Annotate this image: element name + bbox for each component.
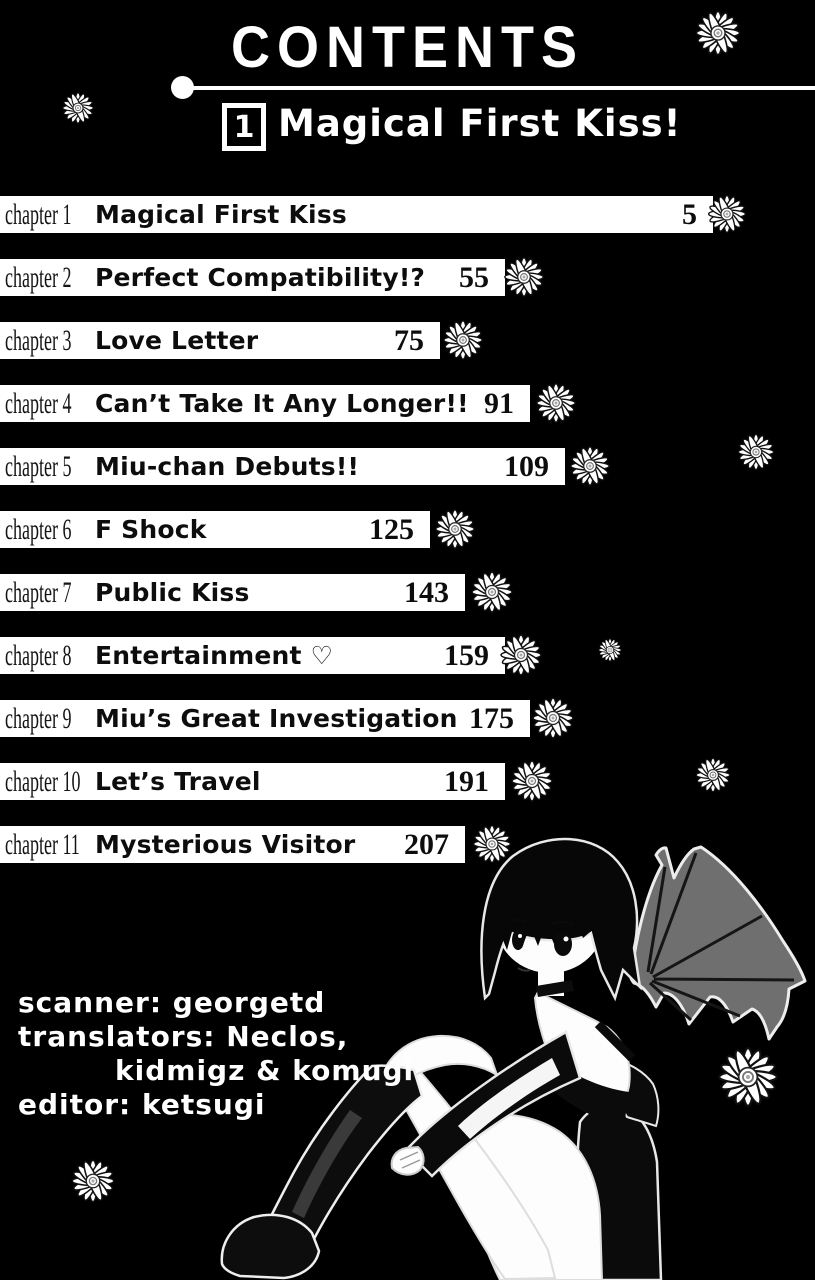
- table-row: chapter 1 Magical First Kiss 5: [0, 196, 713, 233]
- foot-shoe: [220, 1213, 321, 1280]
- chapter-title: Let’s Travel: [95, 767, 261, 796]
- chapter-title: Mysterious Visitor: [95, 830, 356, 859]
- chapter-bar: chapter 11 Mysterious Visitor 207: [0, 826, 465, 863]
- choker: [536, 980, 574, 997]
- table-row: chapter 7 Public Kiss 143: [0, 574, 465, 611]
- chapter-label: chapter 1: [5, 197, 72, 231]
- boot-shading: [292, 1110, 362, 1218]
- chapter-bar: chapter 3 Love Letter 75: [0, 322, 440, 359]
- credits-line: kidmigz & komugi: [115, 1054, 415, 1087]
- credits-line: scanner: georgetd: [18, 986, 326, 1019]
- chapter-label: chapter 9: [5, 701, 72, 735]
- table-row: chapter 5 Miu-chan Debuts!! 109: [0, 448, 565, 485]
- winged-girl-illustration: [220, 837, 807, 1280]
- chapter-label: chapter 8: [5, 638, 72, 672]
- chapter-page-number: 55: [459, 260, 489, 294]
- chapter-bar: chapter 5 Miu-chan Debuts!! 109: [0, 448, 565, 485]
- chapter-bar: chapter 2 Perfect Compatibility!? 55: [0, 259, 505, 296]
- chapter-bar: chapter 1 Magical First Kiss 5: [0, 196, 713, 233]
- chapter-title: Love Letter: [95, 326, 259, 355]
- chapter-label: chapter 2: [5, 260, 72, 294]
- table-row: chapter 4 Can’t Take It Any Longer!! 91: [0, 385, 530, 422]
- chapter-bar: chapter 4 Can’t Take It Any Longer!! 91: [0, 385, 530, 422]
- knee: [376, 1034, 499, 1102]
- face-features: [509, 918, 575, 972]
- forearm: [458, 1058, 560, 1139]
- chapter-page-number: 191: [444, 764, 489, 798]
- chapter-label: chapter 4: [5, 386, 72, 420]
- chapter-page-number: 143: [404, 575, 449, 609]
- chapter-title: Miu’s Great Investigation: [95, 704, 458, 733]
- volume-title: Magical First Kiss!: [278, 102, 682, 145]
- table-row: chapter 8 Entertainment ♡ 159: [0, 637, 505, 674]
- page-title: CONTENTS: [231, 15, 584, 80]
- volume-number: 1: [233, 109, 255, 145]
- chapter-label: chapter 10: [5, 764, 81, 798]
- chapter-page-number: 109: [504, 449, 549, 483]
- chapter-title: Miu-chan Debuts!!: [95, 452, 360, 481]
- volume-number-box: 1: [222, 103, 266, 151]
- table-row: chapter 3 Love Letter 75: [0, 322, 440, 359]
- table-row: chapter 10 Let’s Travel 191: [0, 763, 505, 800]
- chapter-title: Entertainment ♡: [95, 641, 334, 670]
- chapter-label: chapter 3: [5, 323, 72, 357]
- credits-line: editor: ketsugi: [18, 1088, 266, 1121]
- bat-wing-icon: [628, 845, 807, 1041]
- chapter-label: chapter 7: [5, 575, 72, 609]
- chapter-page-number: 125: [369, 512, 414, 546]
- chapter-title: F Shock: [95, 515, 207, 544]
- finger-lines: [399, 1151, 421, 1169]
- credits-line: translators: Neclos,: [18, 1020, 349, 1053]
- chapter-label: chapter 5: [5, 449, 72, 483]
- chapter-bar: chapter 10 Let’s Travel 191: [0, 763, 505, 800]
- chapter-bar: chapter 9 Miu’s Great Investigation 175: [0, 700, 530, 737]
- chapter-title: Public Kiss: [95, 578, 250, 607]
- chapter-page-number: 159: [444, 638, 489, 672]
- chapter-label: chapter 11: [5, 827, 80, 861]
- chapter-title: Can’t Take It Any Longer!!: [95, 389, 469, 418]
- rule-dot: [171, 76, 194, 99]
- table-row: chapter 9 Miu’s Great Investigation 175: [0, 700, 530, 737]
- chapter-page-number: 207: [404, 827, 449, 861]
- chapter-bar: chapter 8 Entertainment ♡ 159: [0, 637, 505, 674]
- chapter-page-number: 175: [469, 701, 514, 735]
- horizontal-rule: [184, 86, 815, 90]
- table-row: chapter 2 Perfect Compatibility!? 55: [0, 259, 505, 296]
- chapter-bar: chapter 6 F Shock 125: [0, 511, 430, 548]
- credits-block: scanner: georgetd translators: Neclos, k…: [18, 986, 414, 1122]
- hand: [390, 1145, 425, 1176]
- top-strap: [594, 1020, 636, 1062]
- chapter-title: Perfect Compatibility!?: [95, 263, 426, 292]
- table-row: chapter 6 F Shock 125: [0, 511, 430, 548]
- table-row: chapter 11 Mysterious Visitor 207: [0, 826, 465, 863]
- chapter-page-number: 5: [682, 197, 697, 231]
- chapter-page-number: 91: [484, 386, 514, 420]
- chapter-bar: chapter 7 Public Kiss 143: [0, 574, 465, 611]
- chapter-label: chapter 6: [5, 512, 72, 546]
- boot: [241, 1064, 424, 1266]
- chapter-title: Magical First Kiss: [95, 200, 347, 229]
- chapter-page-number: 75: [394, 323, 424, 357]
